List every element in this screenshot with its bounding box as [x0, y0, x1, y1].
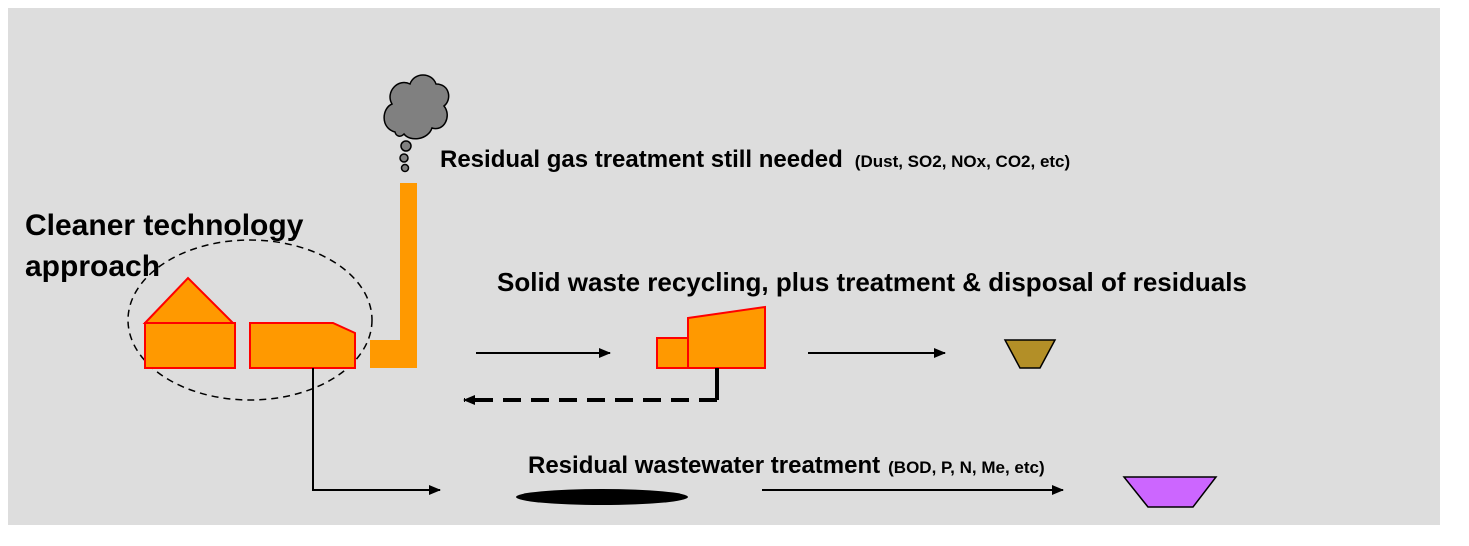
label: Solid waste recycling, plus treatment & …: [497, 267, 1247, 297]
chimney: [370, 183, 417, 368]
house: [142, 276, 236, 369]
smoke: [383, 74, 450, 173]
factory: [249, 322, 356, 369]
scope-ellipse: [127, 239, 373, 401]
pond: [516, 489, 688, 505]
recycling-plant: [656, 305, 766, 369]
label-detail: (Dust, SO2, NOx, CO2, etc): [855, 152, 1070, 171]
background: [8, 8, 1440, 525]
label: approach: [25, 250, 160, 283]
landfill: [1003, 339, 1057, 369]
label: Residual wastewater treatment (BOD, P, N,…: [528, 452, 1045, 479]
arrow: [312, 368, 441, 495]
label-main: Residual wastewater treatment: [528, 452, 880, 479]
label: Cleaner technology: [25, 209, 304, 242]
label: Residual gas treatment still needed (Dust…: [440, 146, 1070, 173]
label-detail: (BOD, P, N, Me, etc): [888, 458, 1045, 477]
label-main: Residual gas treatment still needed: [440, 146, 843, 173]
treatment-basin: [1122, 476, 1218, 508]
